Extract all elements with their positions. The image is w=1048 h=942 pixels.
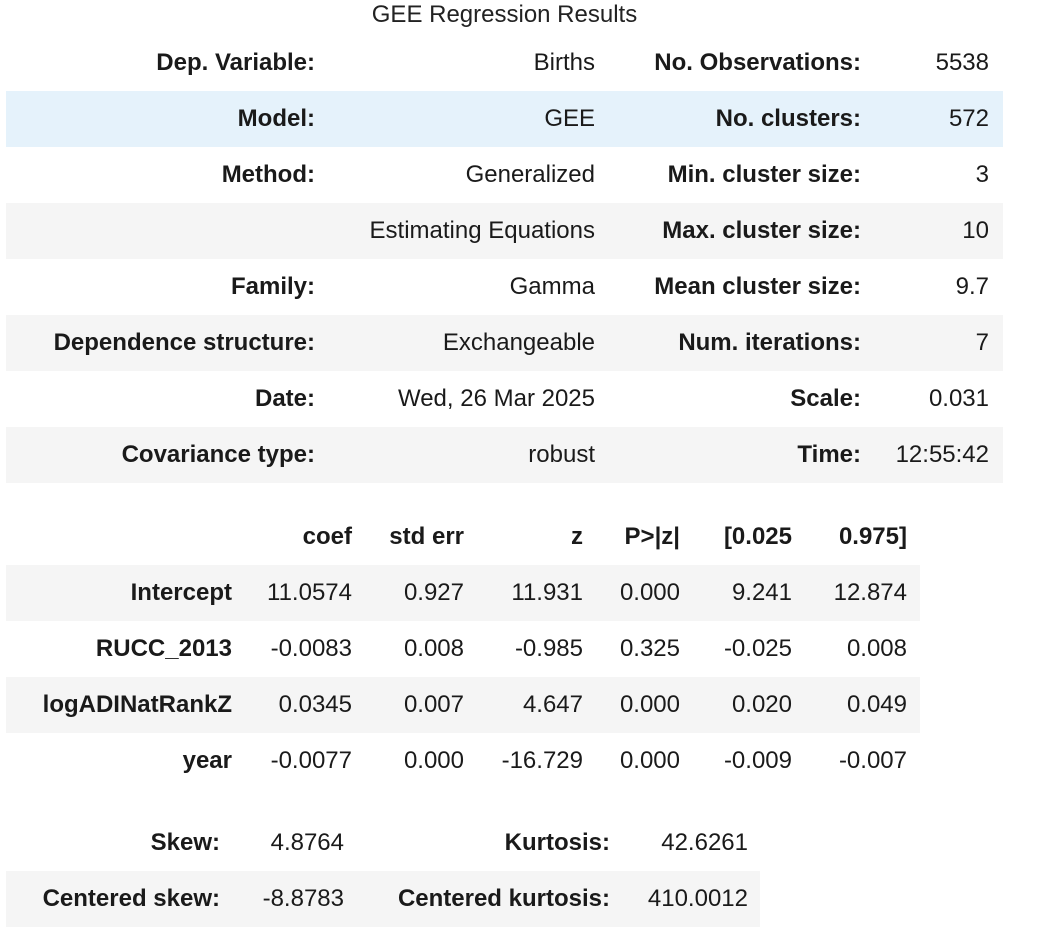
header-row: coef std err z P>|z| [0.025 0.975] bbox=[6, 509, 920, 565]
table-row: Dependence structure: Exchangeable Num. … bbox=[6, 315, 1003, 371]
row-value: 12:55:42 bbox=[895, 441, 989, 468]
row-value: Births bbox=[533, 49, 595, 76]
variable-name: logADINatRankZ bbox=[42, 691, 232, 718]
cell: 0.325 bbox=[619, 635, 680, 662]
cell: 4.647 bbox=[522, 691, 583, 718]
row-label: Time: bbox=[797, 441, 861, 468]
table-caption: GEE Regression Results bbox=[371, 1, 638, 28]
cell: -16.729 bbox=[501, 747, 583, 774]
cell: -0.007 bbox=[838, 747, 907, 774]
table-row: Date: Wed, 26 Mar 2025 Scale: 0.031 bbox=[6, 371, 1003, 427]
row-label: Model: bbox=[237, 105, 315, 132]
row-value: Generalized bbox=[465, 161, 595, 188]
cell: 0.020 bbox=[731, 691, 792, 718]
table-row: Family: Gamma Mean cluster size: 9.7 bbox=[6, 259, 1003, 315]
table-row: Dep. Variable: Births No. Observations: … bbox=[6, 35, 1003, 91]
row-value: Gamma bbox=[509, 273, 595, 300]
row-value: 572 bbox=[948, 105, 989, 132]
row-label: Dep. Variable: bbox=[156, 49, 315, 76]
cell: -0.985 bbox=[514, 635, 583, 662]
row-label: Method: bbox=[221, 161, 315, 188]
row-label: Date: bbox=[254, 385, 315, 412]
row-value: 410.0012 bbox=[647, 885, 748, 912]
row-label: Centered kurtosis: bbox=[397, 885, 610, 912]
variable-name: year bbox=[182, 747, 232, 774]
cell: 0.0345 bbox=[278, 691, 352, 718]
row-value: GEE bbox=[544, 105, 595, 132]
row-value: 10 bbox=[962, 217, 989, 244]
row-value: robust bbox=[528, 441, 595, 468]
row-label: Max. cluster size: bbox=[662, 217, 861, 244]
table-row: Covariance type: robust Time: 12:55:42 bbox=[6, 427, 1003, 483]
cell: -0.0077 bbox=[270, 747, 352, 774]
cell: 11.931 bbox=[511, 579, 583, 606]
row-label: Skew: bbox=[150, 829, 220, 856]
row-label: Num. iterations: bbox=[678, 329, 861, 356]
row-value: 4.8764 bbox=[270, 829, 344, 856]
column-header: [0.025 bbox=[723, 523, 792, 550]
row-value: 0.031 bbox=[928, 385, 989, 412]
variable-name: Intercept bbox=[130, 579, 232, 606]
row-value: 7 bbox=[975, 329, 989, 356]
column-header: std err bbox=[389, 523, 464, 550]
table-row: logADINatRankZ 0.0345 0.007 4.647 0.000 … bbox=[6, 677, 920, 733]
table-row: Method: Generalized Min. cluster size: 3 bbox=[6, 147, 1003, 203]
column-header: P>|z| bbox=[624, 523, 680, 550]
row-label: Dependence structure: bbox=[53, 329, 315, 356]
table-row-highlighted: Model: GEE No. clusters: 572 bbox=[6, 91, 1003, 147]
cell: -0.009 bbox=[723, 747, 792, 774]
cell: -0.025 bbox=[723, 635, 792, 662]
cell: 0.000 bbox=[619, 691, 680, 718]
cell: 0.008 bbox=[403, 635, 464, 662]
cell: 0.008 bbox=[846, 635, 907, 662]
row-label: Family: bbox=[230, 273, 315, 300]
cell: 0.049 bbox=[846, 691, 907, 718]
row-value: Exchangeable bbox=[442, 329, 595, 356]
cell: 0.927 bbox=[403, 579, 464, 606]
row-label: Scale: bbox=[790, 385, 861, 412]
row-label: Min. cluster size: bbox=[667, 161, 861, 188]
table-row: RUCC_2013 -0.0083 0.008 -0.985 0.325 -0.… bbox=[6, 621, 920, 677]
row-label: Mean cluster size: bbox=[654, 273, 861, 300]
row-value: Estimating Equations bbox=[369, 217, 595, 244]
table-row: year -0.0077 0.000 -16.729 0.000 -0.009 … bbox=[6, 733, 920, 789]
row-label: Covariance type: bbox=[121, 441, 315, 468]
cell: 0.000 bbox=[403, 747, 464, 774]
cell: 0.007 bbox=[403, 691, 464, 718]
row-label: Kurtosis: bbox=[504, 829, 610, 856]
table-row: Intercept 11.0574 0.927 11.931 0.000 9.2… bbox=[6, 565, 920, 621]
row-value: Wed, 26 Mar 2025 bbox=[397, 385, 595, 412]
cell: 11.0574 bbox=[267, 579, 352, 606]
row-value: 3 bbox=[975, 161, 989, 188]
coefficients-table: coef std err z P>|z| [0.025 0.975] Inter… bbox=[6, 509, 920, 789]
table-row: Estimating Equations Max. cluster size: … bbox=[6, 203, 1003, 259]
cell: -0.0083 bbox=[270, 635, 352, 662]
column-header: 0.975] bbox=[838, 523, 907, 550]
row-value: 9.7 bbox=[955, 273, 989, 300]
cell: 9.241 bbox=[731, 579, 792, 606]
table-row: Centered skew: -8.8783 Centered kurtosis… bbox=[6, 871, 760, 927]
cell: 0.000 bbox=[619, 579, 680, 606]
model-summary-table: Dep. Variable: Births No. Observations: … bbox=[6, 35, 1003, 483]
variable-name: RUCC_2013 bbox=[95, 635, 232, 662]
diagnostics-table: Skew: 4.8764 Kurtosis: 42.6261 Centered … bbox=[6, 815, 760, 927]
header-blank bbox=[6, 509, 245, 565]
row-value: 5538 bbox=[935, 49, 989, 76]
cell: 12.874 bbox=[833, 579, 907, 606]
row-label bbox=[6, 203, 329, 259]
row-value: 42.6261 bbox=[661, 829, 748, 856]
row-label: No. clusters: bbox=[715, 105, 861, 132]
column-header: coef bbox=[302, 523, 352, 550]
row-label: No. Observations: bbox=[654, 49, 861, 76]
table-row: Skew: 4.8764 Kurtosis: 42.6261 bbox=[6, 815, 760, 871]
cell: 0.000 bbox=[619, 747, 680, 774]
row-label: Centered skew: bbox=[42, 885, 220, 912]
row-value: -8.8783 bbox=[262, 885, 344, 912]
column-header: z bbox=[571, 523, 583, 550]
